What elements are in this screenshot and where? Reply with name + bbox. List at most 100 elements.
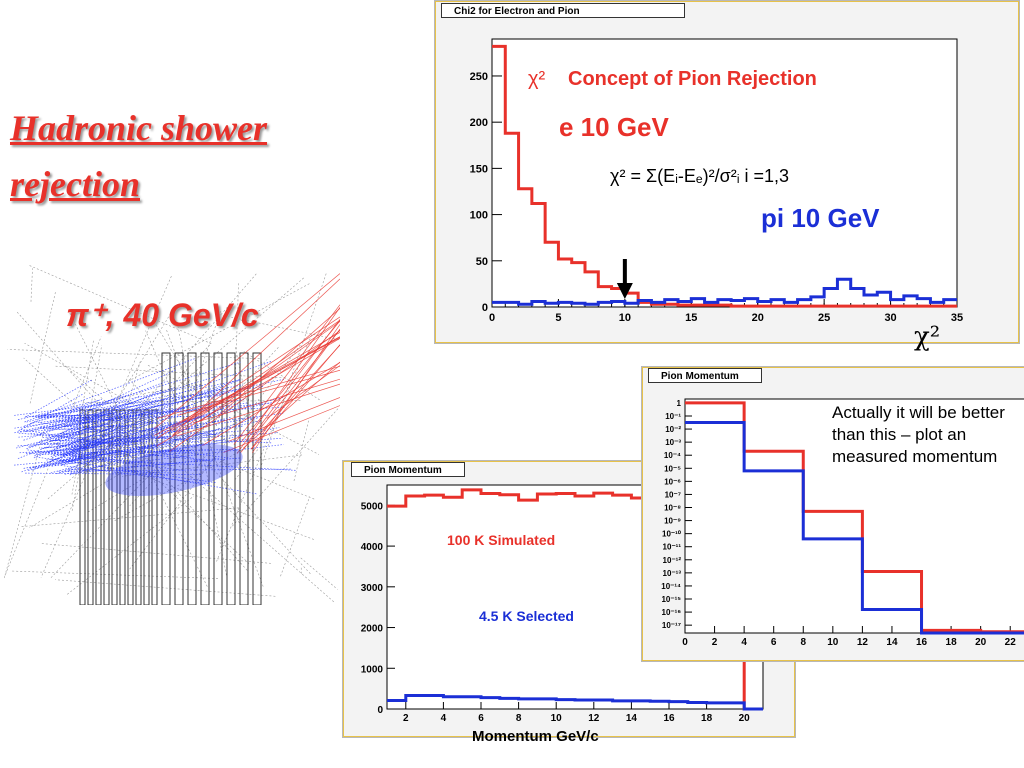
x-tick-label: 4 (741, 637, 747, 648)
shower-track-red (200, 321, 340, 422)
chi2-chart-panel: Chi2 for Electron and Pion 0 5 10 15 20 25 30 3… (434, 0, 1020, 344)
shower-track (30, 432, 229, 459)
shower-track-red (157, 316, 340, 439)
background-track (115, 383, 202, 399)
series-4.5 K Selected (387, 694, 763, 711)
momentum-log-chart-panel: Pion Momentum 0 2 4 6 8 10 12 14 16 18 20 22 1 10⁻¹ 10… (641, 366, 1024, 662)
shower-track (65, 468, 174, 474)
shower-track (60, 450, 191, 456)
x-tick-label: 6 (771, 637, 777, 648)
background-track (153, 321, 227, 443)
background-track (147, 364, 320, 455)
plot-frame (684, 398, 1024, 634)
detector-plane (174, 352, 184, 605)
shower-track-red (154, 273, 340, 430)
detector-layer (79, 409, 86, 605)
shower-track (67, 416, 259, 451)
shower-track (59, 432, 223, 463)
y-tick-label: 10⁻⁸ (664, 504, 681, 513)
x-tick-label: 30 (884, 312, 896, 324)
x-tick-label: 22 (1005, 637, 1017, 648)
detector-layer (95, 409, 102, 605)
shower-track (56, 402, 167, 435)
x-tick-label: 0 (489, 312, 495, 324)
x-tick-label: 10 (551, 713, 563, 724)
shower-track-red (233, 304, 340, 445)
shower-core (105, 444, 243, 496)
shower-track (37, 415, 114, 419)
x-tick-label: 25 (818, 312, 830, 324)
shower-track (60, 465, 210, 485)
detector-layer (143, 409, 150, 605)
selected-label: 4.5 K Selected (479, 608, 574, 624)
shower-track-red (171, 336, 340, 431)
shower-track (17, 399, 101, 421)
shower-track (71, 420, 261, 463)
y-tick-label: 10⁻¹¹ (663, 543, 682, 552)
shower-track (40, 422, 202, 443)
shower-track (62, 433, 272, 444)
y-tick-label: 10⁻⁹ (664, 517, 681, 526)
detector-plane (239, 352, 249, 605)
shower-track (56, 446, 124, 475)
shower-track (20, 429, 214, 462)
x-tick-label: 5 (555, 312, 561, 324)
background-track (170, 310, 222, 455)
y-tick-label: 10⁻³ (665, 438, 681, 447)
x-tick-label: 20 (752, 312, 764, 324)
shower-track (49, 379, 239, 422)
x-tick-label: 10 (619, 312, 631, 324)
background-track (40, 276, 172, 578)
background-track (259, 273, 327, 470)
x-tick-label: 8 (800, 637, 806, 648)
shower-track (34, 391, 230, 457)
shower-track (44, 415, 183, 425)
background-track (21, 507, 240, 527)
y-tick-label: 5000 (361, 501, 384, 512)
y-tick-label: 10⁻¹⁶ (662, 608, 682, 617)
detector-plane (213, 352, 223, 605)
shower-track (33, 426, 115, 459)
shower-track (68, 444, 284, 471)
shower-track (73, 369, 177, 418)
shower-track (30, 394, 130, 424)
electron-label: e 10 GeV (559, 112, 670, 142)
y-tick-label: 10⁻⁴ (664, 451, 681, 460)
shower-track (72, 378, 241, 434)
background-track (70, 370, 336, 604)
chi2-chart-tab-title: Chi2 for Electron and Pion (441, 3, 685, 18)
x-tick-label: 4 (441, 713, 447, 724)
shower-track-red (178, 369, 340, 416)
shower-track-red (176, 383, 340, 437)
shower-track-red (236, 307, 340, 454)
x-tick-label: 16 (663, 713, 675, 724)
shower-track-red (186, 332, 340, 422)
background-track (41, 543, 272, 564)
background-track (293, 420, 309, 482)
background-track (104, 273, 257, 450)
chi2-chart: 0 5 10 15 20 25 30 35 0 50 100 150 200 250 χ² Concept o… (470, 38, 963, 324)
shower-track (27, 449, 184, 471)
background-track (173, 440, 218, 500)
x-tick-label: 2 (712, 637, 718, 648)
shower-track (46, 407, 184, 439)
shower-track (28, 407, 184, 448)
background-track (129, 344, 301, 570)
shower-track (40, 432, 279, 449)
x-tick-label: 0 (682, 637, 688, 648)
shower-track-red (157, 365, 340, 419)
chi2-title-prefix: χ² (528, 68, 545, 90)
momentum-log-chart: 0 2 4 6 8 10 12 14 16 18 20 22 1 10⁻¹ 10⁻² 10⁻³ 10⁻⁴ 10⁻⁵… (661, 398, 1024, 648)
series-pi 10 GeV (492, 277, 957, 306)
shower-track-red (169, 330, 340, 452)
background-track (300, 557, 338, 590)
y-tick-label: 150 (470, 163, 488, 175)
detector-plane (200, 352, 210, 605)
x-tick-label: 6 (478, 713, 484, 724)
background-track (216, 332, 313, 562)
x-tick-label: 16 (916, 637, 928, 648)
chi2-formula: χ² = Σ(Eᵢ-Eₑ)²/σ²ᵢ i =1,3 (610, 166, 789, 186)
background-track (115, 344, 211, 446)
background-track (29, 291, 56, 404)
x-tick-label: 14 (886, 637, 898, 648)
